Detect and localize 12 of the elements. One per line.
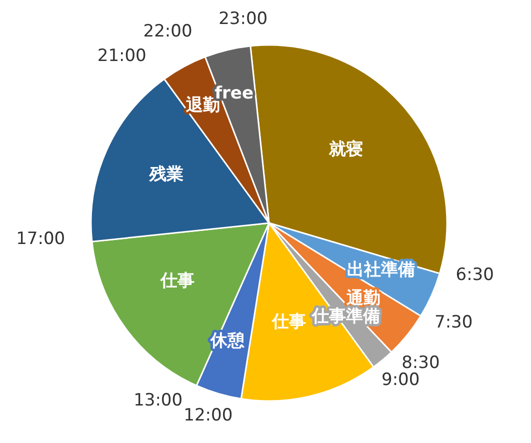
- text: 12:00: [184, 406, 233, 426]
- text: 23:00: [218, 9, 268, 30]
- slice-label: 仕事: [160, 270, 195, 291]
- text: 6:30: [456, 264, 494, 285]
- slice-label: 仕事: [270, 312, 306, 332]
- text: 7:30: [434, 312, 473, 333]
- text: 22:00: [143, 21, 192, 42]
- text: 17:00: [16, 228, 66, 249]
- text: 13:00: [134, 390, 183, 411]
- slice-label: 残業: [148, 164, 184, 185]
- text: 21:00: [97, 46, 146, 66]
- slice-label: 就寝: [328, 140, 364, 160]
